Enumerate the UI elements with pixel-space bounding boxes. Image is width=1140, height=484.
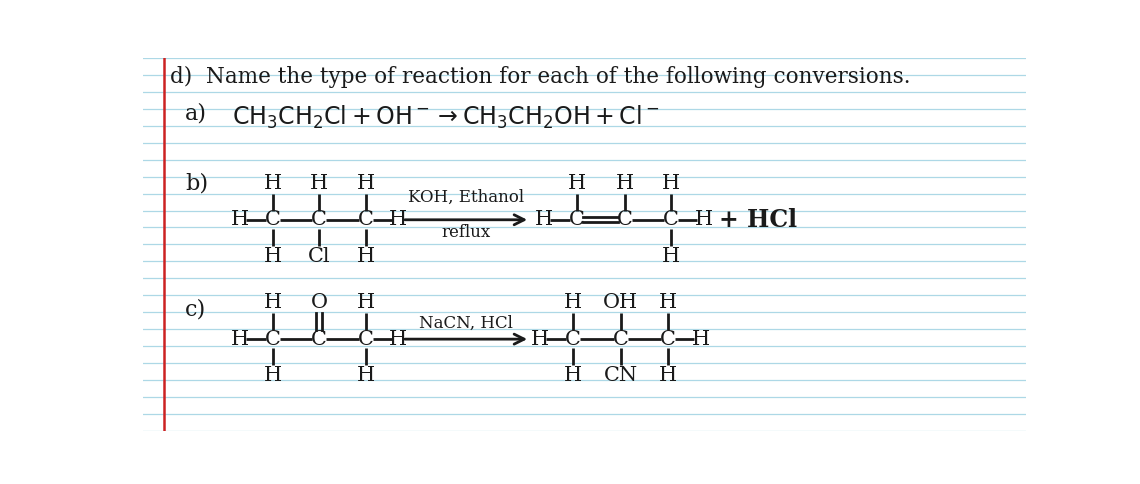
Text: Cl: Cl — [308, 247, 331, 266]
Text: H: H — [231, 330, 250, 348]
Text: H: H — [357, 174, 375, 193]
Text: + HCl: + HCl — [719, 208, 797, 232]
Text: H: H — [568, 174, 586, 193]
Text: H: H — [563, 366, 581, 385]
Text: H: H — [662, 247, 681, 266]
Text: H: H — [263, 174, 282, 193]
Text: H: H — [389, 210, 407, 229]
Text: C: C — [564, 330, 580, 348]
Text: C: C — [311, 210, 327, 229]
Text: C: C — [569, 210, 585, 229]
Text: NaCN, HCl: NaCN, HCl — [420, 315, 513, 332]
Text: C: C — [311, 330, 327, 348]
Text: c): c) — [185, 298, 206, 320]
Text: C: C — [660, 330, 676, 348]
Text: H: H — [357, 247, 375, 266]
Text: d)  Name the type of reaction for each of the following conversions.: d) Name the type of reaction for each of… — [170, 66, 911, 88]
Text: H: H — [357, 293, 375, 312]
Text: $\mathsf{CH_3CH_2Cl + OH^- \rightarrow CH_3CH_2OH + Cl^-}$: $\mathsf{CH_3CH_2Cl + OH^- \rightarrow C… — [231, 104, 659, 132]
Text: reflux: reflux — [441, 225, 490, 242]
Text: H: H — [694, 210, 712, 229]
Text: OH: OH — [603, 293, 638, 312]
Text: H: H — [659, 366, 677, 385]
Text: H: H — [263, 366, 282, 385]
Text: H: H — [389, 330, 407, 348]
Text: CN: CN — [603, 366, 637, 385]
Text: C: C — [617, 210, 633, 229]
Text: O: O — [311, 293, 327, 312]
Text: C: C — [264, 210, 280, 229]
Text: KOH, Ethanol: KOH, Ethanol — [408, 189, 524, 206]
Text: H: H — [357, 366, 375, 385]
Text: C: C — [358, 330, 374, 348]
Text: C: C — [264, 330, 280, 348]
Text: H: H — [535, 210, 553, 229]
Text: C: C — [612, 330, 628, 348]
Text: H: H — [692, 330, 709, 348]
Text: H: H — [659, 293, 677, 312]
Text: H: H — [563, 293, 581, 312]
Text: H: H — [616, 174, 634, 193]
Text: H: H — [310, 174, 328, 193]
Text: a): a) — [185, 103, 207, 125]
Text: H: H — [531, 330, 549, 348]
Text: b): b) — [185, 172, 209, 194]
Text: H: H — [263, 293, 282, 312]
Text: C: C — [358, 210, 374, 229]
Text: H: H — [231, 210, 250, 229]
Text: H: H — [662, 174, 681, 193]
Text: H: H — [263, 247, 282, 266]
Text: C: C — [663, 210, 679, 229]
